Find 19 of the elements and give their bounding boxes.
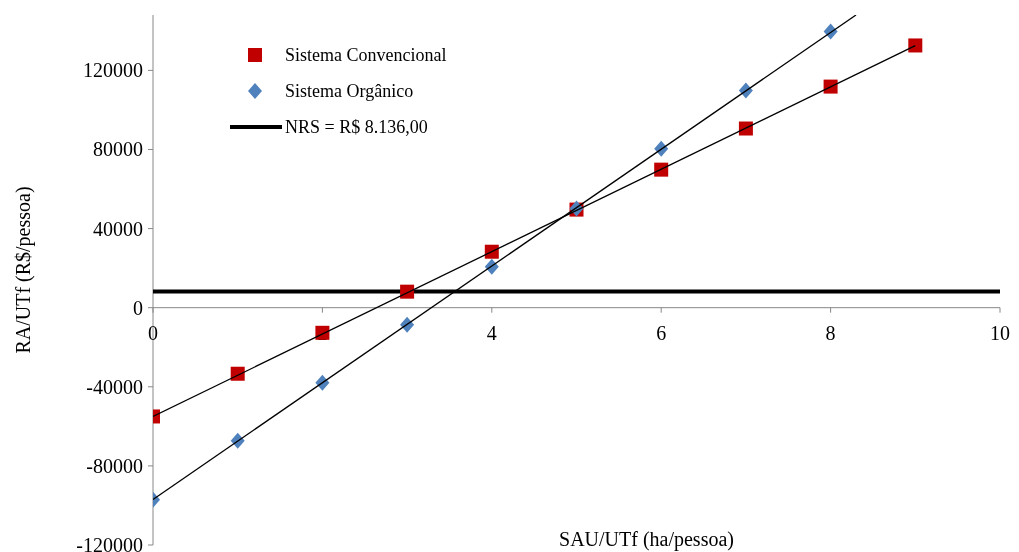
point [484, 244, 499, 259]
y-tick-label: 40000 [93, 217, 143, 240]
y-axis-title: RA/UTf (R$/pessoa) [12, 186, 35, 354]
x-tick-label: 6 [656, 321, 667, 344]
y-tick-label: 80000 [93, 138, 143, 161]
y-tick-label: 0 [133, 296, 143, 319]
x-tick-label: 10 [990, 321, 1010, 344]
x-axis-title: SAU/UTf (ha/pessoa) [559, 528, 734, 551]
y-tick-label: -120000 [76, 534, 143, 552]
x-tick-label: 4 [486, 321, 497, 344]
legend-label: Sistema Orgânico [285, 81, 414, 102]
y-tick-label: -80000 [86, 454, 143, 477]
legend-label: Sistema Convencional [285, 45, 447, 66]
y-tick-label: -40000 [86, 375, 143, 398]
legend-label: NRS = R$ 8.136,00 [285, 117, 428, 138]
x-tick-label: 8 [825, 321, 836, 344]
point [908, 38, 923, 53]
y-tick-label: 120000 [83, 59, 143, 82]
x-tick-label: 0 [148, 321, 158, 344]
